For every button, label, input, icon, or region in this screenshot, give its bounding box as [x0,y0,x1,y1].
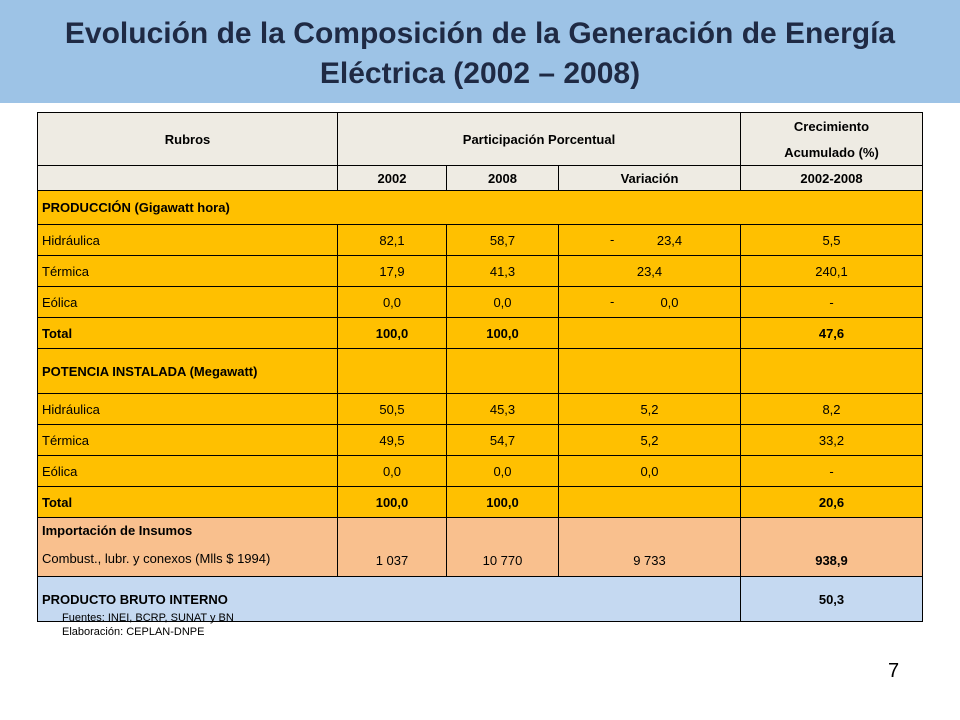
importacion-variacion: 9 733 [558,517,741,577]
total-label: Total [37,486,338,518]
empty-cell [740,348,923,394]
value-2008: 0,0 [446,286,559,318]
total-2008: 100,0 [446,486,559,518]
header-periodo: 2002-2008 [740,165,923,191]
header-row-years: 2002 2008 Variación 2002-2008 [37,165,923,191]
importacion-crecimiento: 938,9 [740,517,923,577]
value-2008: 0,0 [446,455,559,487]
table-row: Eólica 0,0 0,0 - 0,0 - [37,286,923,318]
value-2002: 50,5 [337,393,447,425]
value-2008: 45,3 [446,393,559,425]
importacion-2008: 10 770 [446,517,559,577]
variacion-value: 5,2 [558,393,741,425]
header-variacion: Variación [558,165,741,191]
pbi-row: PRODUCTO BRUTO INTERNO 50,3 [37,576,923,622]
value-2008: 54,7 [446,424,559,456]
rubro-cell: Térmica [37,424,338,456]
total-label: Total [37,317,338,349]
page-title: Evolución de la Composición de la Genera… [64,17,896,90]
value-2008: 41,3 [446,255,559,287]
value-2008: 58,7 [446,224,559,256]
value-2002: 82,1 [337,224,447,256]
potencia-heading: POTENCIA INSTALADA (Megawatt) [37,348,338,394]
pbi-label: PRODUCTO BRUTO INTERNO [37,576,741,622]
variacion-sign: - [610,232,615,247]
header-rubros: Rubros [37,112,338,166]
header-row-top: Rubros Participación Porcentual Crecimie… [37,112,923,166]
importacion-rubro-cell: Importación de Insumos Combust., lubr. y… [37,517,338,577]
header-row-mid: Acumulado (%) [38,139,923,166]
variacion-value: 0,0 [660,294,679,310]
table-row: Hidráulica 82,1 58,7 - 23,4 5,5 [37,224,923,256]
title-band: Evolución de la Composición de la Genera… [0,0,960,103]
rubro-cell: Eólica [37,455,338,487]
total-crecimiento: 20,6 [740,486,923,518]
variacion-cell: - 0,0 [558,286,741,318]
empty-cell [558,348,741,394]
crecimiento-value: - [740,455,923,487]
value-2002: 0,0 [337,455,447,487]
importacion-2002: 1 037 [337,517,447,577]
elaboracion-line: Elaboración: CEPLAN-DNPE [62,626,205,638]
header-2008: 2008 [446,165,559,191]
produccion-heading-row: PRODUCCIÓN (Gigawatt hora) [37,190,923,225]
header-crecimiento-line2: Acumulado (%) [740,139,923,166]
header-participacion: Participación Porcentual [337,112,741,166]
sources-note: Fuentes: INEI, BCRP, SUNAT y BN Elaborac… [62,611,234,639]
variacion-value: 23,4 [656,232,683,248]
total-2008: 100,0 [446,317,559,349]
pbi-crecimiento: 50,3 [740,576,923,622]
crecimiento-value: 33,2 [740,424,923,456]
total-variacion [558,317,741,349]
energy-table: Rubros Participación Porcentual Crecimie… [37,112,923,622]
header-crecimiento-line1: Crecimiento [740,112,923,139]
table-row: Eólica 0,0 0,0 0,0 - [37,455,923,487]
total-2002: 100,0 [337,317,447,349]
total-row: Total 100,0 100,0 47,6 [37,317,923,349]
produccion-heading: PRODUCCIÓN (Gigawatt hora) [37,190,923,225]
total-2002: 100,0 [337,486,447,518]
variacion-value: 0,0 [558,455,741,487]
table-row: Térmica 17,9 41,3 23,4 240,1 [37,255,923,287]
header-blank [37,165,338,191]
variacion-value: 23,4 [636,263,663,279]
rubro-cell: Térmica [37,255,338,287]
crecimiento-value: 240,1 [740,255,923,287]
total-variacion [558,486,741,518]
total-crecimiento: 47,6 [740,317,923,349]
crecimiento-value: 5,5 [740,224,923,256]
rubro-cell: Eólica [37,286,338,318]
variacion-cell: - 23,4 [558,224,741,256]
value-2002: 0,0 [337,286,447,318]
empty-cell [337,348,447,394]
header-2002: 2002 [337,165,447,191]
potencia-heading-row: POTENCIA INSTALADA (Megawatt) [37,348,923,394]
importacion-row: Importación de Insumos Combust., lubr. y… [37,517,923,577]
table-row: Térmica 49,5 54,7 5,2 33,2 [37,424,923,456]
importacion-rubro: Combust., lubr. y conexos (Mlls $ 1994) [42,551,271,566]
value-2002: 49,5 [337,424,447,456]
rubro-cell: Hidráulica [37,224,338,256]
crecimiento-value: - [740,286,923,318]
value-2002: 17,9 [337,255,447,287]
rubro-cell: Hidráulica [37,393,338,425]
empty-cell [446,348,559,394]
variacion-value: 5,2 [558,424,741,456]
table-row: Hidráulica 50,5 45,3 5,2 8,2 [37,393,923,425]
variacion-sign: - [610,294,615,309]
crecimiento-value: 8,2 [740,393,923,425]
page-number: 7 [888,660,900,682]
variacion-cell: 23,4 [558,255,741,287]
sources-line: Fuentes: INEI, BCRP, SUNAT y BN [62,612,234,624]
total-row: Total 100,0 100,0 20,6 [37,486,923,518]
importacion-heading: Importación de Insumos [42,523,193,538]
